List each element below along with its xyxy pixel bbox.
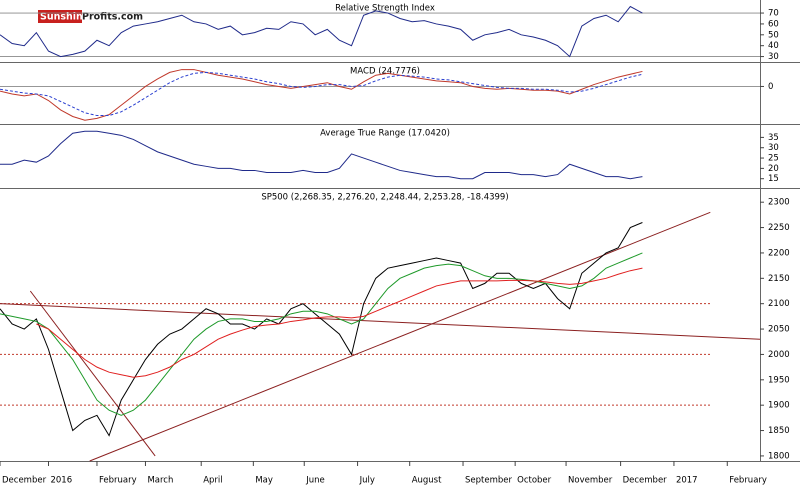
x-tick-label: 2017 [676,476,698,486]
series-line [0,130,643,180]
y-tick-label: 40 [768,41,779,51]
logo-domain: Profits.com [82,12,143,23]
y-tick-label: 1850 [768,426,790,436]
y-tick-label: 0 [768,82,773,92]
y-tick-label: 2000 [768,350,790,360]
y-tick-label: 30 [768,52,779,62]
y-tick-label: 70 [768,9,779,19]
x-tick-label: December [2,476,47,486]
y-tick-label: 2200 [768,248,790,258]
logo-brand: Sunshine [40,12,89,23]
x-tick-label: June [305,476,325,486]
y-tick-label: 20 [768,164,779,174]
panel-title: MACD (24.7776) [350,67,420,77]
x-tick-label: October [517,476,552,486]
y-tick-label: 25 [768,154,779,164]
x-tick-label: April [203,476,222,486]
y-tick-label: 35 [768,133,779,143]
x-tick-label: 2016 [50,476,72,486]
y-tick-label: 2300 [768,198,790,208]
y-tick-label: 2250 [768,223,790,233]
x-tick-label: February [99,476,137,486]
trendline [29,290,156,457]
x-tick-label: December [623,476,668,486]
y-tick-label: 2050 [768,325,790,335]
x-tick-label: September [465,476,512,486]
x-tick-label: May [255,476,273,486]
panel-title: Average True Range (17.0420) [320,129,450,139]
y-tick-label: 2150 [768,274,790,284]
panel-title: Relative Strength Index [335,4,435,14]
x-tick-label: November [568,476,613,486]
y-tick-label: 60 [768,19,779,29]
series-line [0,222,643,437]
series-line [0,71,643,117]
y-tick-label: 1800 [768,451,790,461]
y-tick-label: 2100 [768,299,790,309]
y-tick-label: 15 [768,174,779,184]
x-tick-label: July [359,476,375,486]
trendline [0,303,761,340]
y-tick-label: 1900 [768,401,790,411]
y-tick-label: 50 [768,30,779,40]
x-tick-label: March [147,476,173,486]
y-tick-label: 30 [768,143,779,153]
y-tick-label: 1950 [768,375,790,385]
series-line [36,267,643,378]
x-tick-label: August [412,476,442,486]
x-tick-label: February [729,476,767,486]
trendline [89,211,711,462]
series-line [0,5,643,58]
panel-title: SP500 (2,268.35, 2,276.20, 2,248.44, 2,2… [261,193,508,203]
